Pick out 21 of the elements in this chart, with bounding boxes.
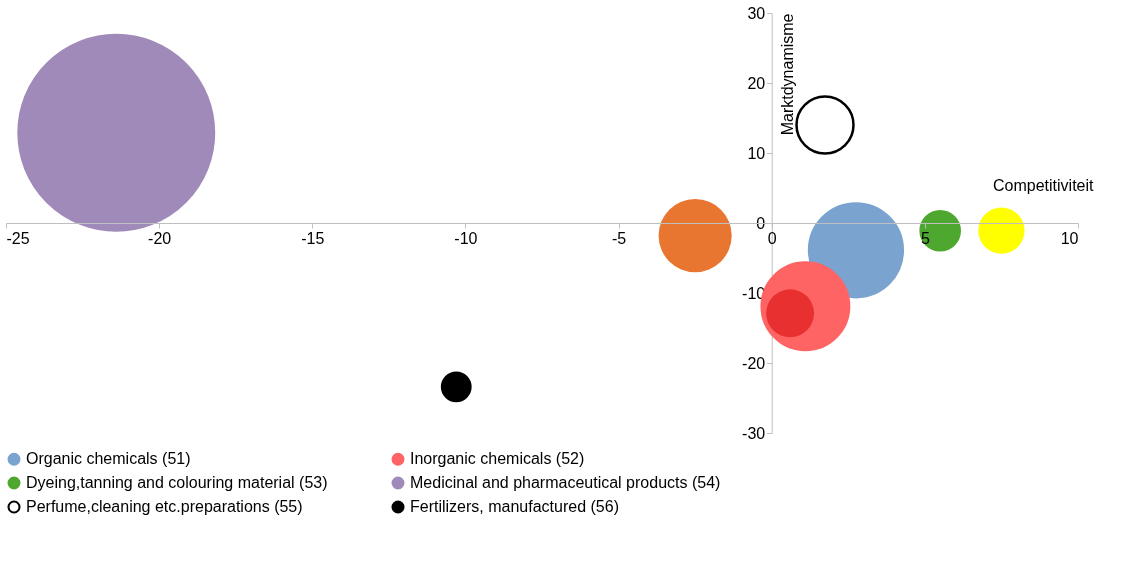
y-tick-label: 30 — [747, 4, 766, 22]
y-tick-label: -30 — [742, 424, 766, 442]
legend-label: Dyeing,tanning and colouring material (53) — [26, 474, 328, 491]
x-tick-label: -25 — [6, 229, 30, 247]
x-axis-title: Competitiviteit — [993, 176, 1095, 194]
legend-label: Inorganic chemicals (52) — [410, 450, 585, 468]
y-tick-label: -20 — [742, 354, 766, 372]
x-tick-label: -5 — [611, 229, 627, 247]
legend-label: Medicinal and pharmaceutical products (54) — [410, 474, 721, 491]
x-tick-label: -15 — [301, 229, 325, 247]
x-tick-label: -10 — [454, 229, 478, 247]
y-tick-label: 10 — [747, 144, 766, 162]
y-axis-title: Marktdynamisme — [779, 13, 797, 136]
y-tick-label: 20 — [747, 74, 766, 92]
x-tick-label: 5 — [920, 229, 930, 247]
x-tick-label: -20 — [148, 229, 172, 247]
legend-label: Fertilizers, manufactured (56) — [410, 498, 619, 515]
x-tick-label: 10 — [1060, 229, 1079, 247]
x-tick-label: 0 — [767, 229, 777, 247]
legend-label: Perfume,cleaning etc.preparations (55) — [26, 498, 303, 515]
legend-label: Organic chemicals (51) — [26, 450, 191, 468]
